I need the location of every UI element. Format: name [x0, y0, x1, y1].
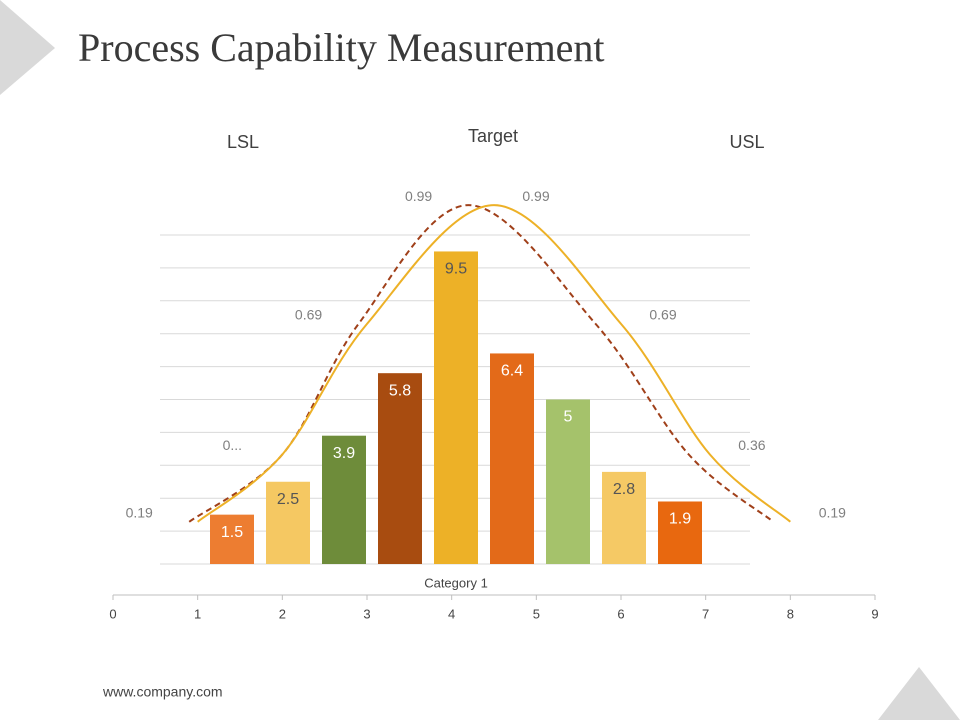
data-label: 0.36	[738, 437, 765, 453]
data-label: 0.19	[819, 504, 846, 520]
curve	[197, 204, 791, 523]
bar	[546, 399, 590, 564]
data-label: 0...	[223, 437, 242, 453]
slide-title: Process Capability Measurement	[78, 25, 605, 70]
data-label: 0.69	[649, 307, 676, 323]
x-tick-label: 0	[109, 606, 116, 621]
annotation: Target	[468, 126, 518, 146]
bar	[490, 353, 534, 564]
footer: www.company.com	[102, 684, 223, 700]
bar	[658, 501, 702, 564]
x-tick-label: 1	[194, 606, 201, 621]
data-label: 0.19	[126, 504, 153, 520]
x-tick-label: 4	[448, 606, 455, 621]
curve	[188, 204, 775, 523]
annotation: LSL	[227, 132, 259, 152]
data-label: 5	[564, 409, 573, 426]
x-tick-label: 8	[787, 606, 794, 621]
bar	[322, 435, 366, 564]
bar	[602, 471, 646, 564]
data-label: 0.99	[522, 188, 549, 204]
data-label: 2.8	[613, 481, 635, 498]
bar	[434, 251, 478, 564]
x-tick-label: 9	[871, 606, 878, 621]
category-label: Category 1	[424, 575, 488, 590]
bar	[378, 373, 422, 564]
corner-triangle	[0, 0, 55, 95]
bar	[266, 481, 310, 564]
x-tick-label: 5	[533, 606, 540, 621]
bar	[210, 514, 254, 564]
x-tick-label: 2	[279, 606, 286, 621]
data-label: 6.4	[501, 363, 523, 380]
data-label: 1.5	[221, 524, 243, 541]
data-label: 2.5	[277, 491, 299, 508]
data-label: 1.9	[669, 511, 691, 528]
x-tick-label: 7	[702, 606, 709, 621]
annotation: USL	[729, 132, 764, 152]
x-tick-label: 6	[617, 606, 624, 621]
data-label: 0.69	[295, 307, 322, 323]
data-label: 9.5	[445, 261, 467, 278]
data-label: 0.99	[405, 188, 432, 204]
corner-triangle	[878, 667, 960, 720]
x-tick-label: 3	[363, 606, 370, 621]
data-label: 5.8	[389, 382, 411, 399]
data-label: 3.9	[333, 445, 355, 462]
